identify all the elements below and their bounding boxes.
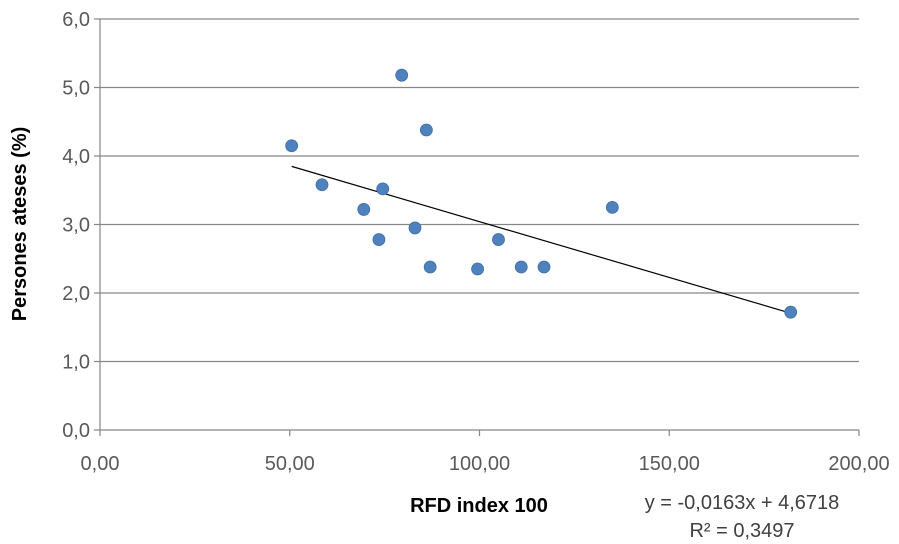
x-tick-label: 0,00 (81, 453, 120, 475)
data-point (419, 123, 433, 137)
data-point (376, 182, 390, 196)
data-point (605, 200, 619, 214)
x-axis-title: RFD index 100 (410, 495, 548, 517)
tick-labels: 0,0 1,0 2,0 3,0 4,0 5,0 6,0 0,00 50,00 100,00 150,… (62, 9, 889, 475)
y-tick-label: 4,0 (62, 146, 90, 168)
data-point (357, 203, 371, 216)
x-tick-label: 100,00 (449, 453, 510, 475)
trendline (291, 165, 791, 314)
data-point (537, 260, 551, 274)
data-point (784, 305, 798, 319)
y-axis-title: Persones ateses (%) (9, 127, 31, 322)
data-point (408, 221, 422, 235)
y-tick-label: 3,0 (62, 215, 90, 237)
y-tick-label: 2,0 (62, 283, 90, 305)
data-point (285, 139, 299, 153)
trendline-equation: y = -0,0163x + 4,6718 (645, 492, 840, 514)
trendline-layer (291, 165, 791, 314)
x-tick-label: 200,00 (828, 453, 889, 475)
axes (94, 18, 860, 436)
data-point (423, 260, 437, 274)
grid-lines (100, 18, 859, 363)
data-point (372, 233, 386, 246)
data-point (395, 68, 409, 82)
data-point (315, 178, 329, 192)
x-tick-label: 50,00 (265, 453, 315, 475)
x-tick-label: 150,00 (639, 453, 700, 475)
y-tick-label: 5,0 (62, 78, 90, 100)
data-point (514, 260, 528, 274)
data-point (471, 262, 485, 276)
y-tick-label: 6,0 (62, 9, 90, 31)
data-point (492, 233, 505, 246)
data-points (285, 68, 798, 319)
y-tick-label: 0,0 (62, 420, 90, 442)
y-tick-label: 1,0 (62, 352, 90, 374)
trendline-r2: R² = 0,3497 (689, 520, 794, 542)
